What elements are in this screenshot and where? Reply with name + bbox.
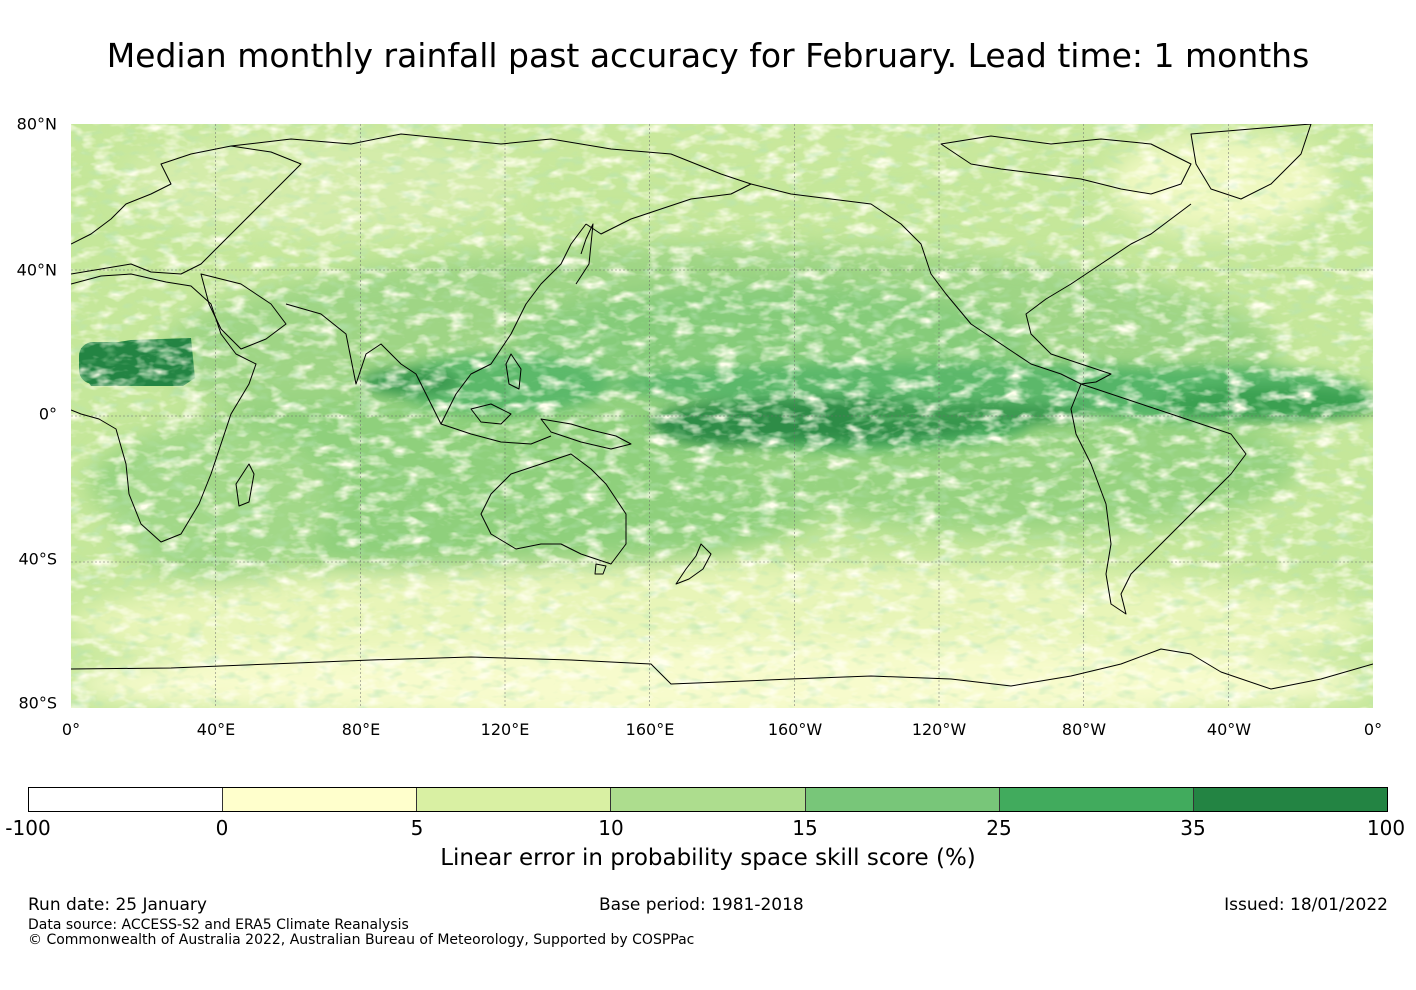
lon-label-0-right: 0° — [1363, 720, 1383, 739]
lat-label-0: 0° — [38, 404, 57, 424]
lat-label-80s: 80°S — [18, 693, 57, 713]
lon-label-40e: 40°E — [196, 720, 236, 739]
colorbar-bin-7 — [1193, 788, 1387, 811]
colorbar-tick: -100 — [5, 816, 51, 840]
copyright: © Commonwealth of Australia 2022, Austra… — [28, 932, 695, 948]
lon-label-120e: 120°E — [480, 720, 530, 739]
colorbar — [28, 787, 1388, 812]
lon-label-120w: 120°W — [911, 720, 967, 739]
skill-map — [71, 124, 1373, 708]
colorbar-tick: 5 — [410, 816, 424, 840]
colorbar-label: Linear error in probability space skill … — [440, 845, 976, 871]
run-date: Run date: 25 January — [28, 895, 207, 915]
colorbar-tick: 15 — [792, 816, 818, 840]
lon-label-0-left: 0° — [61, 720, 81, 739]
data-source: Data source: ACCESS-S2 and ERA5 Climate … — [28, 917, 409, 933]
lat-label-40n: 40°N — [16, 260, 57, 280]
colorbar-bin-1 — [29, 788, 224, 811]
colorbar-tick: 25 — [986, 816, 1012, 840]
colorbar-tick: 0 — [215, 816, 229, 840]
colorbar-bin-4 — [611, 788, 806, 811]
lon-label-80e: 80°E — [341, 720, 381, 739]
colorbar-bin-6 — [999, 788, 1194, 811]
colorbar-bin-3 — [417, 788, 612, 811]
colorbar-bin-2 — [223, 788, 418, 811]
lon-label-40w: 40°W — [1206, 720, 1252, 739]
coastlines — [71, 124, 1373, 690]
colorbar-tick: 35 — [1180, 816, 1206, 840]
issued-date: Issued: 18/01/2022 — [1224, 895, 1388, 915]
lon-label-160w: 160°W — [767, 720, 823, 739]
skill-map-canvas — [71, 124, 1373, 708]
colorbar-tick: 100 — [1366, 816, 1406, 840]
base-period: Base period: 1981-2018 — [599, 895, 804, 915]
map-title: Median monthly rainfall past accuracy fo… — [106, 36, 1310, 75]
colorbar-bin-5 — [805, 788, 1000, 811]
lon-label-160e: 160°E — [625, 720, 675, 739]
lat-label-80n: 80°N — [16, 114, 57, 134]
lon-label-80w: 80°W — [1061, 720, 1107, 739]
graticule — [71, 124, 1373, 708]
colorbar-tick: 10 — [598, 816, 624, 840]
lat-label-40s: 40°S — [18, 549, 57, 569]
